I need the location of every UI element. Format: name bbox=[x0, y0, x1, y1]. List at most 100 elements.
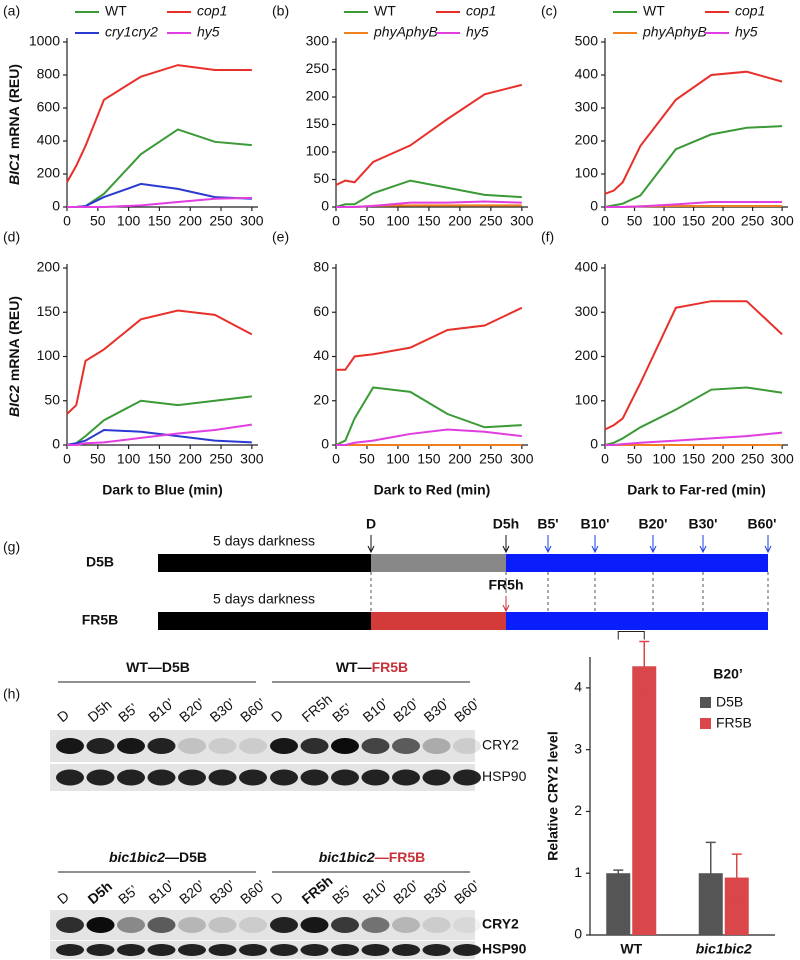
x-tick-label: 100 bbox=[386, 213, 410, 229]
y-tick-label: 0 bbox=[52, 436, 60, 452]
legend-label: WT bbox=[105, 3, 127, 19]
genotype: bic1bic2 bbox=[109, 849, 165, 865]
cry2-band bbox=[270, 738, 298, 754]
marker-arrow bbox=[502, 596, 510, 613]
y-tick-label: 0 bbox=[574, 926, 582, 942]
lane-label: D5h bbox=[85, 878, 116, 907]
y-axis-unit: mRNA (REU) bbox=[6, 296, 22, 381]
y-tick-label: 100 bbox=[575, 165, 599, 181]
y-tick-label: 150 bbox=[37, 303, 61, 319]
legend-label: hy5 bbox=[735, 24, 758, 40]
error-bar bbox=[705, 841, 716, 905]
genotype: bic1bic2 bbox=[319, 849, 375, 865]
hsp90-band bbox=[208, 769, 237, 786]
row-label: FR5B bbox=[82, 612, 119, 628]
cry2-band bbox=[331, 738, 359, 754]
legend-label: hy5 bbox=[197, 24, 220, 40]
series-line bbox=[604, 300, 783, 431]
y-tick-label: 400 bbox=[575, 259, 599, 275]
x-tick-label: 50 bbox=[90, 451, 106, 467]
cry2-band bbox=[300, 738, 329, 754]
timeline-blue bbox=[506, 612, 768, 630]
hsp90-band bbox=[56, 769, 84, 786]
y-tick-label: 150 bbox=[306, 115, 330, 131]
panel-label: (g) bbox=[3, 539, 20, 555]
x-tick-label: 250 bbox=[479, 451, 503, 467]
cry2-band bbox=[453, 917, 481, 933]
x-tick-label: 0 bbox=[601, 213, 609, 229]
y-tick-label: 2 bbox=[574, 802, 582, 818]
series-line bbox=[604, 70, 783, 195]
panel-label: (b) bbox=[272, 3, 289, 19]
y-tick-label: 500 bbox=[575, 33, 599, 49]
x-tick-label: 250 bbox=[741, 213, 765, 229]
time-marker: FR5h bbox=[489, 577, 524, 593]
y-tick-label: 20 bbox=[313, 391, 329, 407]
group-title: WT—D5B bbox=[126, 659, 190, 675]
legend-label: FR5B bbox=[716, 715, 752, 731]
y-tick-label: 1 bbox=[574, 864, 582, 880]
y-tick-label: 300 bbox=[575, 99, 599, 115]
y-tick-label: 40 bbox=[313, 347, 329, 363]
lane-label: B30’ bbox=[207, 877, 239, 907]
condition: —FR5B bbox=[375, 849, 426, 865]
x-tick-label: WT bbox=[620, 941, 642, 957]
genotype: WT— bbox=[126, 659, 162, 675]
lane-label: D bbox=[54, 888, 72, 907]
x-tick-label: 300 bbox=[510, 213, 534, 229]
series-line bbox=[67, 196, 252, 208]
y-tick-label: 0 bbox=[590, 198, 598, 214]
protein-label: HSP90 bbox=[482, 941, 527, 957]
series-line bbox=[336, 200, 522, 208]
hsp90-band bbox=[86, 944, 115, 956]
cry2-band bbox=[239, 917, 267, 933]
x-tick-label: 150 bbox=[148, 451, 172, 467]
x-tick-label: 100 bbox=[117, 213, 141, 229]
y-tick-label: 200 bbox=[575, 132, 599, 148]
time-marker: B10' bbox=[580, 516, 609, 532]
timeline-dark bbox=[158, 612, 371, 630]
x-tick-label: 200 bbox=[448, 451, 472, 467]
hsp90-band bbox=[117, 769, 145, 786]
y-axis-label: BIC2 mRNA (REU) bbox=[6, 296, 22, 417]
x-tick-label: 150 bbox=[417, 213, 441, 229]
hsp90-band bbox=[331, 769, 359, 786]
legend-label: WT bbox=[643, 3, 665, 19]
x-tick-label: 50 bbox=[359, 451, 375, 467]
x-tick-label: 200 bbox=[448, 213, 472, 229]
x-tick-label: 250 bbox=[209, 213, 233, 229]
marker-arrow bbox=[699, 535, 707, 554]
series-line bbox=[605, 431, 783, 446]
hsp90-band bbox=[453, 944, 481, 956]
x-axis-label: Dark to Far-red (min) bbox=[627, 482, 765, 498]
y-tick-label: 80 bbox=[313, 259, 329, 275]
hsp90-band bbox=[392, 944, 420, 956]
cry2-band bbox=[56, 738, 84, 754]
time-marker: B30' bbox=[688, 516, 717, 532]
lane-label: B60’ bbox=[451, 695, 483, 725]
x-tick-label: 300 bbox=[770, 451, 794, 467]
y-tick-label: 0 bbox=[590, 436, 598, 452]
y-axis-label: Relative CRY2 level bbox=[545, 731, 561, 860]
legend-swatch bbox=[700, 718, 711, 729]
series-line bbox=[66, 64, 252, 183]
hsp90-band bbox=[422, 769, 451, 786]
cry2-band bbox=[147, 917, 176, 933]
cry2-band bbox=[86, 738, 115, 754]
cry2-band bbox=[117, 917, 145, 933]
y-tick-label: 200 bbox=[37, 259, 61, 275]
series-line bbox=[604, 386, 783, 446]
legend-label: phyAphyB bbox=[642, 24, 707, 40]
hsp90-band bbox=[178, 944, 206, 956]
cry2-band bbox=[208, 738, 237, 754]
x-tick-label: 0 bbox=[332, 451, 340, 467]
group-title: bic1bic2—D5B bbox=[109, 849, 207, 865]
lane-label: FR5h bbox=[299, 691, 336, 725]
hsp90-band bbox=[453, 769, 481, 786]
x-tick-label: 200 bbox=[179, 213, 203, 229]
timeline-dark bbox=[158, 554, 371, 572]
cry2-band bbox=[147, 738, 176, 754]
lane-label: B60’ bbox=[237, 695, 269, 725]
y-tick-label: 400 bbox=[37, 132, 61, 148]
condition: FR5B bbox=[372, 659, 409, 675]
